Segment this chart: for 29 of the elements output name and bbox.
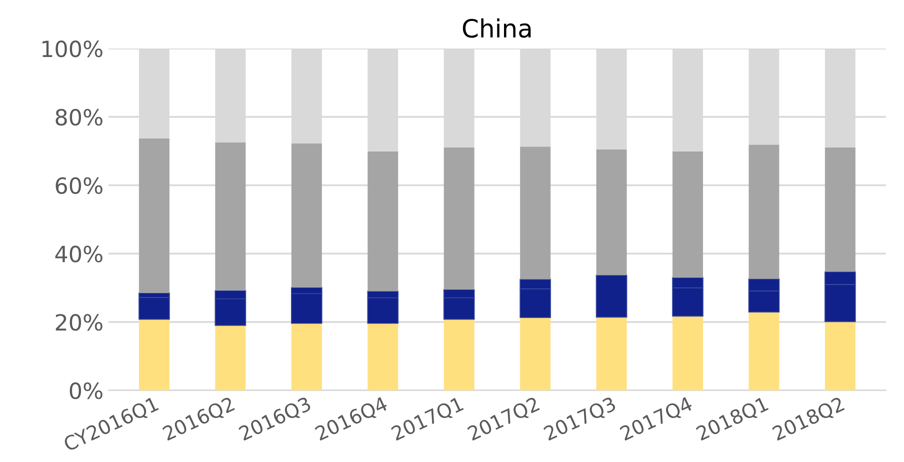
bar [215, 325, 246, 390]
bar [672, 316, 703, 390]
bar [520, 318, 551, 390]
y-tick-label: 100% [42, 40, 102, 58]
bar [368, 323, 398, 390]
y-tick-label: 80% [56, 108, 102, 126]
bar [138, 319, 170, 390]
bar [138, 138, 170, 293]
bar [824, 322, 856, 390]
bar [138, 296, 170, 320]
bar [444, 147, 474, 290]
y-tick-label: 40% [55, 246, 102, 262]
bar [368, 151, 398, 292]
bar [596, 274, 628, 318]
bar [444, 319, 474, 390]
bar [748, 312, 780, 390]
bar [748, 144, 780, 279]
bar [291, 144, 322, 288]
y-tick-label: 0% [70, 382, 102, 400]
y-tick-label: 60% [56, 177, 102, 194]
bar [672, 151, 703, 278]
y-tick-label: 20% [56, 314, 102, 331]
bar [824, 147, 856, 272]
chart-title: China [462, 18, 531, 38]
bar [596, 149, 627, 276]
bar [291, 323, 322, 390]
bar [596, 317, 627, 390]
bar [215, 142, 246, 291]
bar [520, 146, 551, 280]
